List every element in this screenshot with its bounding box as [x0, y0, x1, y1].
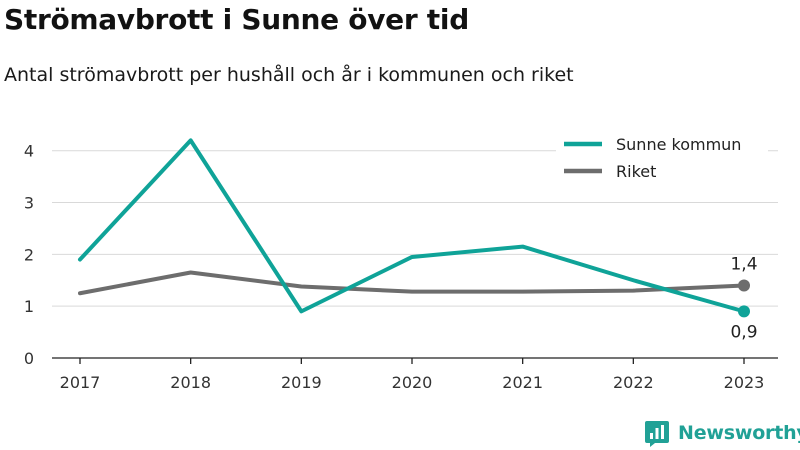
x-tick-label: 2017: [60, 373, 101, 392]
data-point: [738, 305, 750, 318]
data-point: [738, 279, 750, 292]
line-chart: 0 1 2 3 4 2017 2018 2019 2020 2021 2022 2023 1,4 0,9 S…: [23, 130, 778, 392]
chart-title: Strömavbrott i Sunne över tid: [4, 3, 469, 36]
y-tick-label: 4: [24, 142, 34, 161]
y-tick-label: 3: [24, 194, 34, 213]
series-line: [78, 270, 746, 296]
x-tick-label: 2022: [613, 373, 654, 392]
legend-label: Riket: [616, 162, 656, 181]
brand-logo: Newsworthy: [644, 418, 800, 448]
newsworthy-logo-icon: [645, 421, 669, 447]
x-tick-label: 2020: [392, 373, 433, 392]
chart-subtitle: Antal strömavbrott per hushåll och år i …: [4, 64, 574, 86]
x-tick-label: 2021: [502, 373, 543, 392]
brand-name: Newsworthy: [678, 422, 800, 444]
x-tick-label: 2019: [281, 373, 322, 392]
y-tick-label: 2: [24, 245, 34, 264]
x-tick-label: 2023: [724, 373, 765, 392]
legend-label: Sunne kommun: [616, 135, 741, 154]
data-label: 1,4: [730, 254, 757, 274]
series-line: [78, 138, 746, 314]
legend-background: [556, 130, 768, 186]
x-tick-label: 2018: [170, 373, 211, 392]
y-tick-label: 0: [24, 349, 34, 368]
data-label: 0,9: [730, 322, 757, 342]
y-tick-label: 1: [24, 297, 34, 316]
